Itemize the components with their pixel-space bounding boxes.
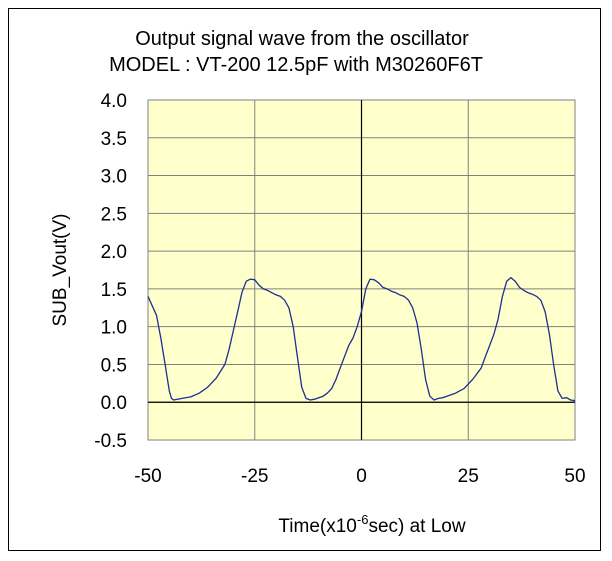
grid: [147, 99, 576, 441]
y-tick-label: 0.5: [101, 355, 127, 376]
y-tick-label: 0.0: [101, 393, 127, 414]
x-axis-label-suffix: sec) at Low: [368, 516, 465, 537]
series-group: [147, 276, 576, 402]
y-tick-label: 3.5: [101, 129, 127, 150]
y-tick-label: 4.0: [101, 91, 127, 112]
y-tick-label: 3.0: [101, 167, 127, 188]
y-tick-label: 2.0: [101, 242, 127, 263]
y-tick-label: 2.5: [101, 204, 127, 225]
x-tick-label: -25: [241, 466, 268, 487]
chart-title: Output signal wave from the oscillator: [135, 28, 469, 50]
y-tick-label: 1.0: [101, 318, 127, 339]
x-axis-label-prefix: Time(x10: [278, 516, 356, 537]
series-line-0: [147, 276, 576, 402]
tick-labels: -0.5 0.0 0.5 1.0 1.5 2.0 2.5 3.0 3.5 4.0 -50 -25 0 25…: [94, 91, 585, 487]
y-tick-label: 1.5: [101, 280, 127, 301]
x-axis-label: Time(x10-6sec) at Low: [278, 512, 465, 537]
chart-subtitle: MODEL : VT-200 12.5pF with M30260F6T: [109, 54, 483, 76]
x-axis-label-exponent: -6: [357, 512, 369, 527]
y-axis-label: SUB_Vout(V): [50, 214, 71, 327]
x-tick-label: 0: [356, 466, 367, 487]
x-tick-label: 25: [458, 466, 479, 487]
x-tick-label: -50: [134, 466, 161, 487]
x-tick-label: 50: [564, 466, 585, 487]
y-tick-label: -0.5: [94, 431, 127, 452]
